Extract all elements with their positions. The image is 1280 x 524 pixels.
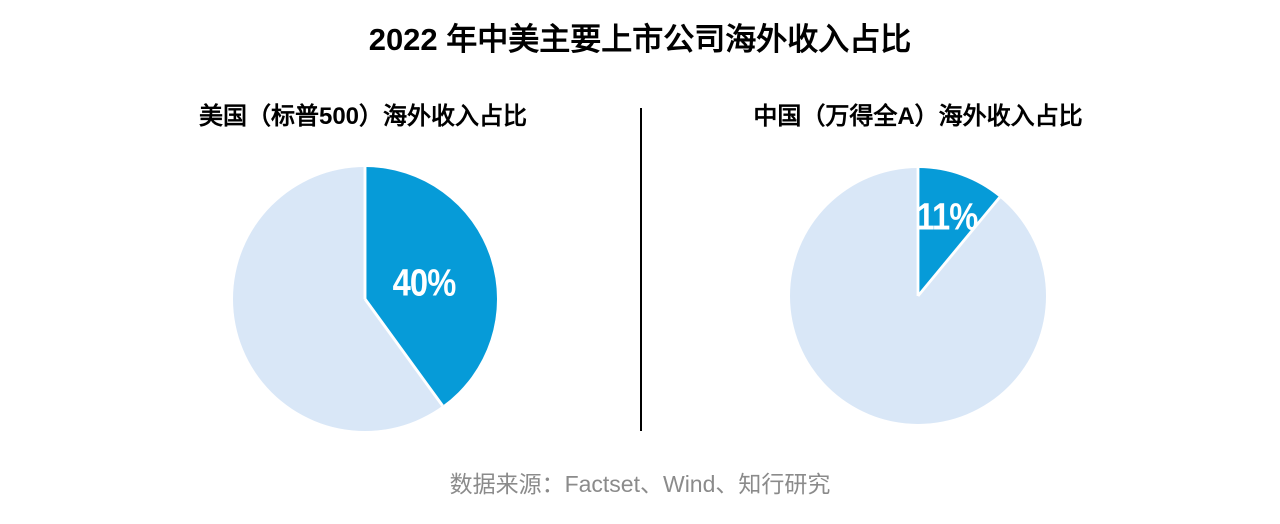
china-panel-subtitle: 中国（万得全A）海外收入占比 <box>753 103 1083 130</box>
china-pie-value-label: 11% <box>916 196 978 239</box>
data-source: 数据来源：Factset、Wind、知行研究 <box>449 471 831 497</box>
us-pie-value-label: 40% <box>392 262 457 305</box>
figure-title: 2022 年中美主要上市公司海外收入占比 <box>368 22 912 57</box>
china-pie-chart: 11% <box>790 168 1046 424</box>
us-panel-subtitle: 美国（标普500）海外收入占比 <box>198 103 528 130</box>
us-pie-chart: 40% <box>233 167 497 431</box>
panel-divider <box>640 108 642 431</box>
